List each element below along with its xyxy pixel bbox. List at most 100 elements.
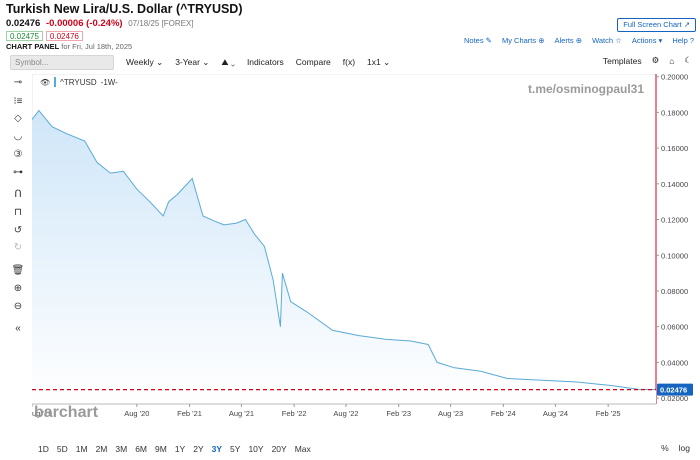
x-tick-label: Feb '22 [282,409,307,418]
trendline-tool-icon[interactable]: ⁝≡ [13,96,23,107]
range-3y[interactable]: 3Y [211,444,223,454]
redo-icon[interactable]: ↻ [13,242,23,253]
collapse-sidebar-icon[interactable]: « [15,323,21,334]
range-5y[interactable]: 5Y [230,444,241,454]
range-5d[interactable]: 5D [56,444,68,454]
notes-link[interactable]: Notes ✎ [464,36,492,45]
x-tick-label: Feb '21 [177,409,202,418]
settings-icon[interactable]: ⚙ [651,55,660,65]
price-line [32,109,657,391]
layout-dropdown[interactable]: 1x1 ⌄ [367,56,391,67]
y-tick-label: 0.16000 [661,144,688,153]
y-tick-label: 0.18000 [661,108,688,117]
drawing-tools-sidebar: ⊸ ⁝≡ ◇ ◡ ③ ⊶ Ո ⊓ ↺ ↻ 🗑 ⊕ ⊖ « [8,76,28,346]
chart-panel-label: CHART PANEL for Fri, Jul 18th, 2025 [6,42,132,51]
scale-options: % log [661,443,690,453]
x-tick-label: Feb '25 [596,409,621,418]
last-price-tag [657,383,693,396]
panel-label: CHART PANEL [6,42,60,51]
quote-header: Turkish New Lira/U.S. Dollar (^TRYUSD) 0… [6,2,696,51]
trash-icon[interactable]: 🗑 [11,265,25,276]
curve-tool-icon[interactable]: ◡ [13,131,23,142]
price-change: -0.00006 (-0.24%) [45,18,123,29]
last-price-tag-label: 0.02476 [660,386,687,395]
my-charts-link[interactable]: My Charts ⊕ [501,36,545,45]
top-links: Notes ✎ My Charts ⊕ Alerts ⊕ Watch ☆ Act… [464,36,694,45]
range-1y[interactable]: 1Y [174,444,186,454]
toolbar-right: Templates ⚙ ⌂ ☾ [603,55,692,66]
y-tick-label: 0.12000 [661,216,688,225]
chart-type-dropdown[interactable]: ⛰ ⌄ [221,56,235,67]
x-tick-label: Feb '24 [491,409,516,418]
chart-area[interactable]: 0.02000 0.04000 0.06000 0.08000 0.10000 0.120… [32,74,700,428]
y-axis: 0.02000 0.04000 0.06000 0.08000 0.10000 0.120… [656,74,688,403]
legend-symbol[interactable]: ^TRYUSD [60,77,97,87]
chart-legend: 👁 ^TRYUSD -1W- [40,77,118,87]
page-title: Turkish New Lira/U.S. Dollar (^TRYUSD) [6,2,243,16]
y-tick-label: 0.20000 [661,74,688,82]
help-link[interactable]: Help ? [672,36,694,45]
chart-toolbar: Symbol... Weekly ⌄ 3-Year ⌄ ⛰ ⌄ Indicato… [0,52,700,72]
interval-dropdown[interactable]: Weekly ⌄ [126,56,164,67]
log-scale-button[interactable]: log [678,443,690,453]
range-2y[interactable]: 2Y [193,444,204,454]
range-selector: 1D 5D 1M 2M 3M 6M 9M 1Y 2Y 3Y 5Y 10Y 20Y Max [30,444,311,454]
magnet-icon[interactable]: Ո [14,189,22,200]
x-tick-label: Aug '22 [333,409,358,418]
range-6m[interactable]: 6M [135,444,147,454]
full-screen-chart-button[interactable]: Full Screen Chart ↗ [617,18,696,32]
quote-meta: 07/18/25 [FOREX] [128,19,194,28]
function-button[interactable]: f(x) [342,57,356,67]
y-tick-label: 0.10000 [661,251,688,260]
undo-icon[interactable]: ↺ [13,225,23,236]
drawing-mode-icon[interactable]: ⌂ [669,55,675,66]
dark-mode-icon[interactable]: ☾ [684,55,692,65]
x-axis: ug '19 Aug '20 Feb '21 Aug '21 Feb '22 Aug '2… [32,403,656,418]
range-3m[interactable]: 3M [115,444,128,454]
symbol-search-input[interactable]: Symbol... [10,54,114,70]
panel-date: for Fri, Jul 18th, 2025 [61,42,133,51]
range-1d[interactable]: 1D [38,444,49,454]
compare-button[interactable]: Compare [295,57,331,67]
range-2m[interactable]: 2M [95,444,108,454]
last-price: 0.02476 [6,18,41,29]
percent-scale-button[interactable]: % [661,443,669,453]
y-tick-label: 0.08000 [661,287,688,296]
x-tick-label: Aug '20 [124,409,149,418]
shapes-tool-icon[interactable]: ◇ [14,113,22,124]
zoom-out-icon[interactable]: ⊖ [13,301,23,312]
y-tick-label: 0.06000 [661,323,688,332]
bid-price: 0.02475 [6,31,43,41]
range-9m[interactable]: 9M [155,444,167,454]
alerts-link[interactable]: Alerts ⊕ [554,36,583,45]
x-tick-label: Aug '23 [438,409,463,418]
x-tick-label: Aug '24 [543,409,568,418]
range-max[interactable]: Max [294,444,311,454]
period-dropdown[interactable]: 3-Year ⌄ [175,56,210,67]
range-20y[interactable]: 20Y [271,444,287,454]
zoom-in-icon[interactable]: ⊕ [13,283,23,294]
legend-swatch [54,77,57,87]
legend-interval: -1W- [100,77,118,87]
y-tick-label: 0.04000 [661,358,688,367]
range-10y[interactable]: 10Y [248,444,264,454]
templates-button[interactable]: Templates [602,55,642,66]
y-tick-label: 0.14000 [661,180,688,189]
patterns-tool-icon[interactable]: ③ [13,149,23,160]
lock-icon[interactable]: ⊓ [14,207,22,218]
crosshair-tool-icon[interactable]: ⊸ [13,77,23,88]
x-tick-label: Aug '21 [229,409,254,418]
price-chart[interactable]: 0.02000 0.04000 0.06000 0.08000 0.10000 0.120… [32,74,700,428]
x-tick-label: ug '19 [32,409,52,418]
telegram-watermark: t.me/osminogpaul31 [528,82,645,96]
barchart-logo: barchart [34,404,99,421]
range-1m[interactable]: 1M [75,444,88,454]
indicators-button[interactable]: Indicators [246,57,284,67]
y-tick-label: 0.02000 [661,394,688,403]
eye-icon[interactable]: 👁 [40,77,51,87]
measure-tool-icon[interactable]: ⊶ [13,167,23,178]
actions-menu[interactable]: Actions ▾ [631,36,663,45]
x-tick-label: Feb '23 [386,409,411,418]
watch-link[interactable]: Watch ☆ [592,36,622,45]
ask-price: 0.02476 [45,31,83,41]
